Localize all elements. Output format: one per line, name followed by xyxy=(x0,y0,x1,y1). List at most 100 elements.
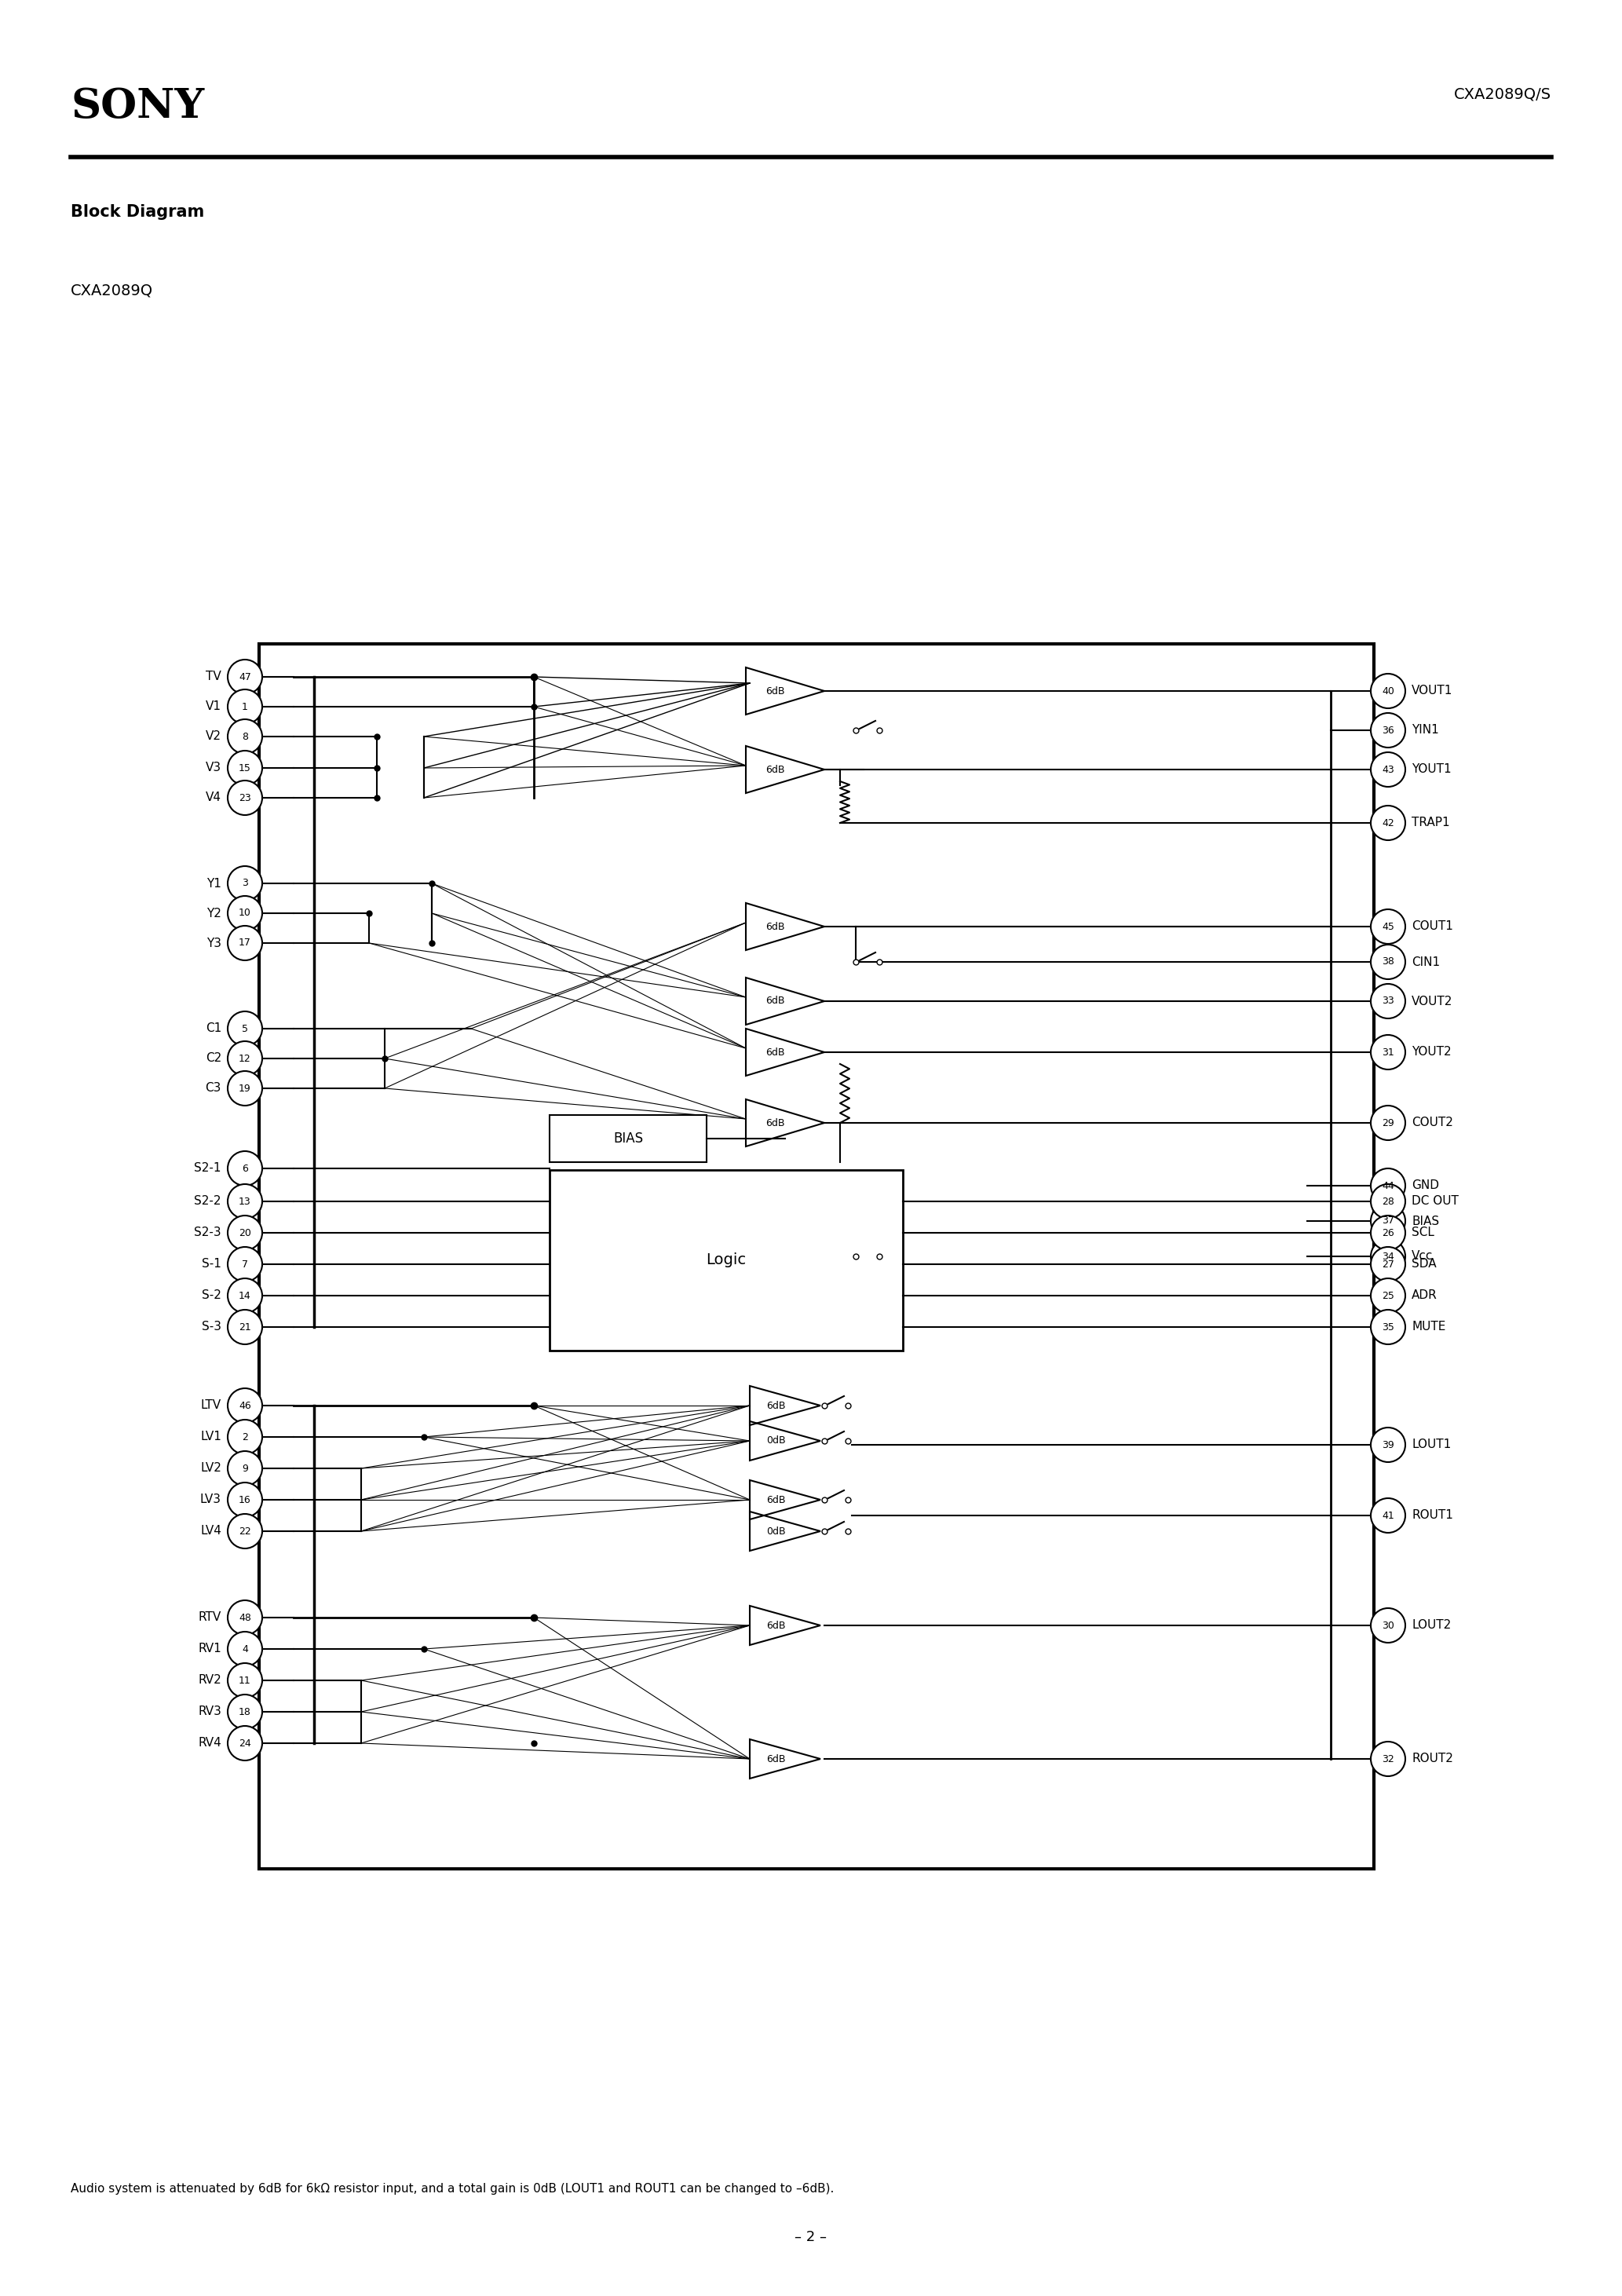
Circle shape xyxy=(1371,1107,1405,1141)
Text: 34: 34 xyxy=(1382,1251,1395,1261)
Circle shape xyxy=(1371,944,1405,978)
Text: 36: 36 xyxy=(1382,726,1395,735)
Text: 6dB: 6dB xyxy=(767,1754,787,1763)
Text: 38: 38 xyxy=(1382,957,1395,967)
Text: V4: V4 xyxy=(206,792,221,804)
Text: SONY: SONY xyxy=(71,87,204,126)
Text: 46: 46 xyxy=(238,1401,251,1410)
Text: 6dB: 6dB xyxy=(766,996,785,1006)
Text: 6dB: 6dB xyxy=(766,1118,785,1127)
Text: C2: C2 xyxy=(206,1052,221,1065)
Circle shape xyxy=(1371,1169,1405,1203)
Text: 0dB: 0dB xyxy=(767,1527,787,1536)
Circle shape xyxy=(1371,1247,1405,1281)
Text: RV2: RV2 xyxy=(198,1674,221,1685)
Text: 17: 17 xyxy=(238,939,251,948)
Text: LV4: LV4 xyxy=(200,1525,221,1536)
Text: 35: 35 xyxy=(1382,1322,1395,1332)
Circle shape xyxy=(1371,1428,1405,1463)
Text: 2: 2 xyxy=(242,1433,248,1442)
Circle shape xyxy=(227,1632,263,1667)
Text: 9: 9 xyxy=(242,1463,248,1474)
Text: 11: 11 xyxy=(238,1676,251,1685)
Text: 6dB: 6dB xyxy=(767,1621,787,1630)
Text: 21: 21 xyxy=(238,1322,251,1332)
Text: 43: 43 xyxy=(1382,765,1395,774)
Text: DC OUT: DC OUT xyxy=(1411,1196,1458,1208)
Text: LV3: LV3 xyxy=(200,1495,221,1506)
Text: 15: 15 xyxy=(238,762,251,774)
Text: V1: V1 xyxy=(206,700,221,712)
Text: 3: 3 xyxy=(242,879,248,889)
Text: 5: 5 xyxy=(242,1024,248,1033)
Circle shape xyxy=(1371,1743,1405,1777)
Text: LOUT1: LOUT1 xyxy=(1411,1440,1452,1451)
Circle shape xyxy=(227,1483,263,1518)
Text: 20: 20 xyxy=(238,1228,251,1238)
Text: S-1: S-1 xyxy=(201,1258,221,1270)
Text: LV2: LV2 xyxy=(200,1463,221,1474)
Text: SCL: SCL xyxy=(1411,1226,1434,1240)
Text: BIAS: BIAS xyxy=(1411,1215,1439,1226)
Text: Audio system is attenuated by 6dB for 6kΩ resistor input, and a total gain is 0d: Audio system is attenuated by 6dB for 6k… xyxy=(71,2183,834,2195)
Text: 45: 45 xyxy=(1382,921,1395,932)
Text: Logic: Logic xyxy=(706,1254,746,1267)
Circle shape xyxy=(1371,1607,1405,1642)
Circle shape xyxy=(1371,806,1405,840)
Text: S2-3: S2-3 xyxy=(195,1226,221,1240)
Text: 13: 13 xyxy=(238,1196,251,1205)
Circle shape xyxy=(1371,1309,1405,1343)
Text: 22: 22 xyxy=(238,1527,251,1536)
Text: S-3: S-3 xyxy=(201,1320,221,1334)
Text: 6dB: 6dB xyxy=(766,765,785,774)
Text: – 2 –: – 2 – xyxy=(795,2229,827,2243)
Text: 12: 12 xyxy=(238,1054,251,1063)
Text: 16: 16 xyxy=(238,1495,251,1504)
Text: C3: C3 xyxy=(206,1081,221,1095)
Circle shape xyxy=(227,895,263,930)
Text: LV1: LV1 xyxy=(200,1430,221,1442)
Circle shape xyxy=(227,925,263,960)
Text: V3: V3 xyxy=(206,762,221,774)
Circle shape xyxy=(227,1185,263,1219)
Circle shape xyxy=(1371,1499,1405,1534)
Text: TV: TV xyxy=(206,670,221,682)
Circle shape xyxy=(227,1247,263,1281)
Bar xyxy=(260,643,1374,1869)
Text: 31: 31 xyxy=(1382,1047,1395,1056)
Text: MUTE: MUTE xyxy=(1411,1320,1445,1334)
Text: CXA2089Q: CXA2089Q xyxy=(71,282,152,298)
Circle shape xyxy=(227,719,263,753)
Text: 0dB: 0dB xyxy=(767,1435,787,1446)
Text: ROUT1: ROUT1 xyxy=(1411,1508,1453,1522)
Text: COUT1: COUT1 xyxy=(1411,921,1453,932)
Text: 19: 19 xyxy=(238,1084,251,1093)
Text: Y2: Y2 xyxy=(206,907,221,918)
Text: 6dB: 6dB xyxy=(767,1401,787,1410)
Circle shape xyxy=(227,1419,263,1453)
Text: VOUT1: VOUT1 xyxy=(1411,684,1453,698)
Text: V2: V2 xyxy=(206,730,221,742)
Text: BIAS: BIAS xyxy=(613,1132,642,1146)
Circle shape xyxy=(227,1070,263,1107)
Text: VOUT2: VOUT2 xyxy=(1411,994,1453,1008)
Text: Vcc: Vcc xyxy=(1411,1251,1434,1263)
Text: 25: 25 xyxy=(1382,1290,1395,1302)
Text: 7: 7 xyxy=(242,1258,248,1270)
Circle shape xyxy=(227,1389,263,1424)
Text: 32: 32 xyxy=(1382,1754,1395,1763)
Text: LTV: LTV xyxy=(201,1401,221,1412)
Circle shape xyxy=(227,1309,263,1343)
Text: CXA2089Q/S: CXA2089Q/S xyxy=(1453,87,1551,101)
Text: ADR: ADR xyxy=(1411,1290,1437,1302)
Bar xyxy=(550,1171,903,1350)
Circle shape xyxy=(1371,1215,1405,1249)
Circle shape xyxy=(1371,909,1405,944)
Circle shape xyxy=(1371,753,1405,788)
Text: 1: 1 xyxy=(242,703,248,712)
Text: 33: 33 xyxy=(1382,996,1395,1006)
Text: 47: 47 xyxy=(238,673,251,682)
Text: Y1: Y1 xyxy=(206,877,221,889)
Circle shape xyxy=(1371,1203,1405,1238)
Text: 27: 27 xyxy=(1382,1258,1395,1270)
